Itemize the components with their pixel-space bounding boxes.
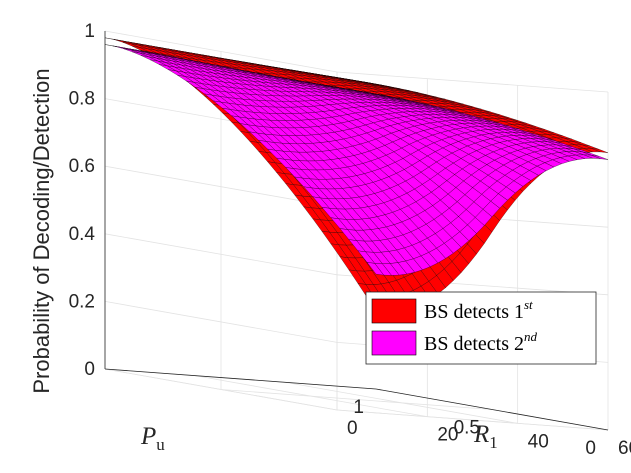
z-tick-label: 0.6 <box>69 156 95 177</box>
legend-entry-1-text: BS detects 1 <box>424 301 524 323</box>
z-tick-label: 0.4 <box>69 224 96 245</box>
y-tick-label: 0 <box>347 418 358 439</box>
surface-patch <box>366 262 385 276</box>
x-axis-label-base: P <box>140 423 156 450</box>
legend-entry-1: BS detects 1st <box>424 297 533 323</box>
y-tick-label: 20 <box>437 425 458 446</box>
legend-swatch-1 <box>371 298 417 324</box>
y-axis-label-sub: 1 <box>489 433 498 452</box>
z-tick-label: 0.2 <box>69 291 95 312</box>
legend: BS detects 1st BS detects 2nd <box>365 291 597 365</box>
legend-entry-2-text: BS detects 2 <box>424 333 524 355</box>
surface-patch <box>113 39 131 44</box>
y-axis-label-base: R <box>473 421 489 448</box>
z-tick-label: 0.8 <box>69 89 95 110</box>
legend-swatch-2 <box>371 330 417 356</box>
surfaces <box>104 37 609 313</box>
legend-entry-2: BS detects 2nd <box>424 329 538 355</box>
y-axis-label: R1 <box>473 421 498 452</box>
legend-entry-2-sup: nd <box>524 329 538 344</box>
surface-series-2 <box>104 44 609 276</box>
z-tick-label: 0 <box>84 359 95 380</box>
legend-entry-1-sup: st <box>524 297 533 312</box>
x-tick-label: 0.5 <box>454 418 480 439</box>
y-tick-label: 40 <box>528 431 549 452</box>
x-axis-label-sub: u <box>156 435 165 454</box>
z-axis-label: Probability of Decoding/Detection <box>29 68 54 393</box>
x-tick-label: 0 <box>585 438 596 459</box>
x-tick-label: 1 <box>353 397 364 418</box>
x-axis-label: Pu <box>140 423 165 454</box>
y-tick-label: 60 <box>618 438 631 459</box>
z-tick-label: 1 <box>84 21 95 42</box>
